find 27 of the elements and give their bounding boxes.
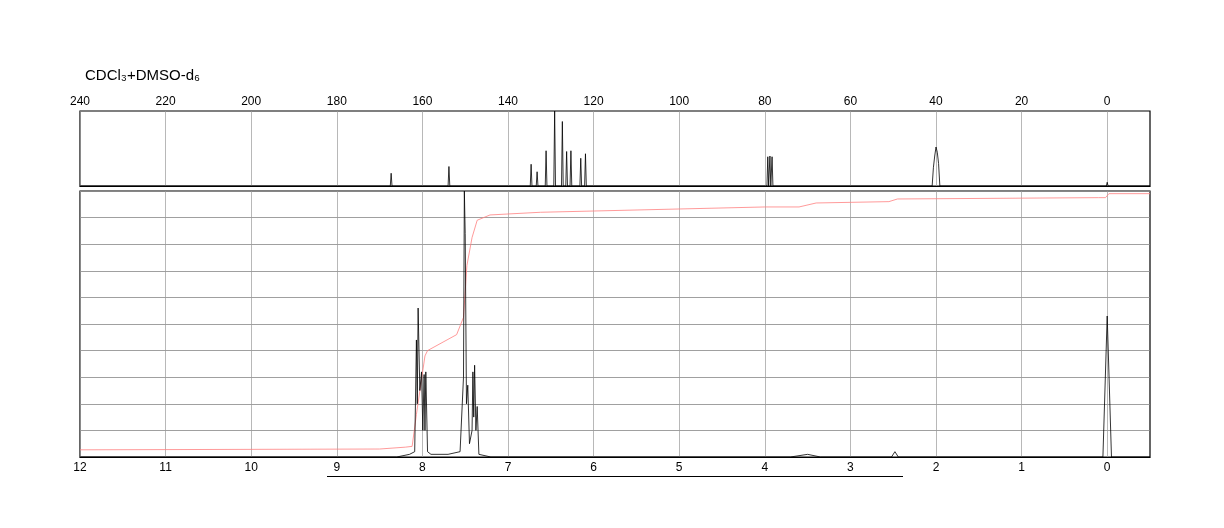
x-tick-label: 220 — [155, 94, 176, 108]
x-tick-label: 4 — [761, 460, 769, 474]
x-tick-label: 0 — [1103, 94, 1111, 108]
x-tick-label: 6 — [590, 460, 598, 474]
x-tick-label: 11 — [159, 460, 173, 474]
x-tick-label: 160 — [412, 94, 433, 108]
chart-title: CDCl₃+DMSO-d₆ — [85, 66, 201, 83]
x-tick-label: 2 — [932, 460, 940, 474]
x-tick-label: 8 — [419, 460, 427, 474]
x-tick-label: 240 — [69, 94, 91, 108]
x-tick-label: 120 — [583, 94, 604, 108]
x-tick-label: 200 — [241, 94, 262, 108]
x-tick-label: 60 — [843, 94, 858, 108]
x-tick-label: 100 — [669, 94, 690, 108]
x-tick-label: 180 — [326, 94, 348, 108]
x-tick-label: 1 — [1018, 460, 1026, 474]
x-tick-label: 80 — [758, 94, 772, 108]
x-tick-label: 40 — [929, 94, 943, 108]
x-tick-label: 12 — [73, 460, 87, 474]
x-tick-label: 20 — [1014, 94, 1029, 108]
x-tick-label: 140 — [497, 94, 519, 108]
x-tick-label: 10 — [244, 460, 259, 474]
x-tick-label: 5 — [675, 460, 683, 474]
x-tick-label: 9 — [333, 460, 341, 474]
x-tick-label: 0 — [1103, 460, 1111, 474]
x-tick-label: 3 — [847, 460, 855, 474]
x-tick-label: 7 — [504, 460, 512, 474]
